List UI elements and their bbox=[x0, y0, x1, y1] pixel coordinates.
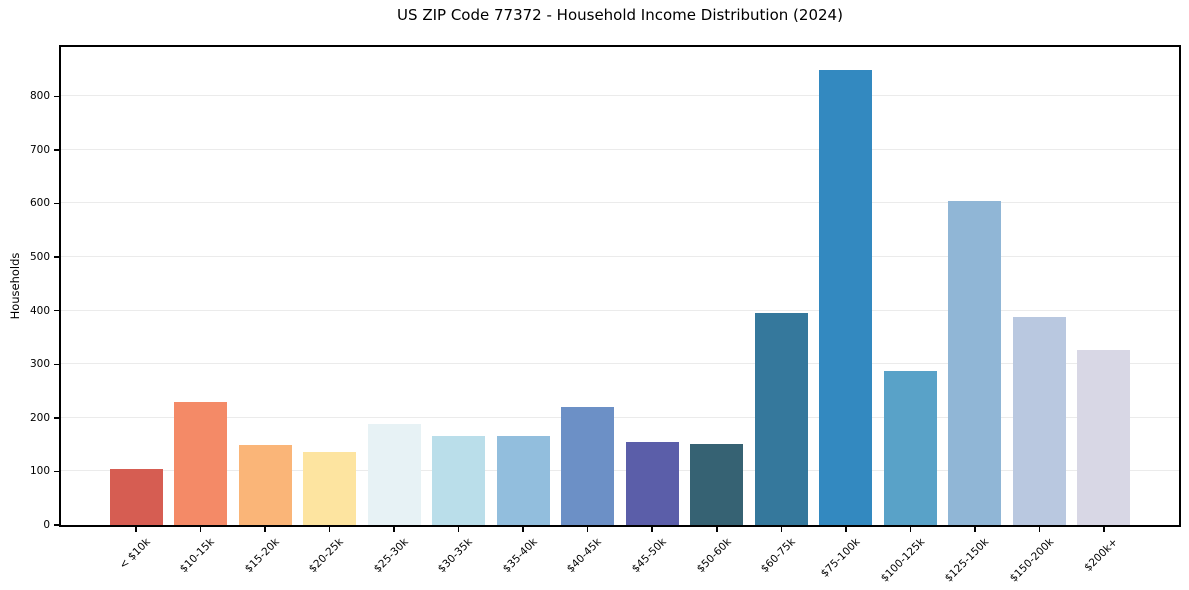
bar-$15-20k bbox=[238, 445, 292, 525]
y-tick-label: 500 bbox=[29, 251, 50, 264]
x-tick-label: $50-60k bbox=[694, 536, 734, 576]
x-tick bbox=[586, 527, 589, 532]
y-tick-label: 100 bbox=[29, 465, 50, 478]
y-tick-label: 700 bbox=[29, 143, 50, 156]
x-tick-label: $10-15k bbox=[177, 536, 218, 576]
x-tick bbox=[909, 527, 912, 532]
gridline-400 bbox=[61, 309, 1179, 311]
y-axis: 0 100 200 300 400 500 600 700 800 bbox=[0, 47, 59, 531]
x-tick bbox=[845, 527, 847, 532]
x-tick-label: $150-200k bbox=[1007, 536, 1056, 585]
x-tick-label: $40-45k bbox=[565, 536, 605, 576]
y-tick bbox=[54, 470, 59, 473]
bar-$10-15k bbox=[174, 402, 228, 525]
y-tick-label: 300 bbox=[29, 358, 50, 371]
x-tick bbox=[328, 527, 331, 532]
bar-< $10k bbox=[109, 468, 163, 525]
gridline-700 bbox=[61, 148, 1179, 150]
bar-$200k+ bbox=[1077, 349, 1131, 525]
x-tick bbox=[522, 527, 524, 532]
y-tick bbox=[54, 149, 59, 151]
y-tick bbox=[54, 202, 59, 205]
x-tick-label: < $10k bbox=[116, 536, 153, 572]
gridline-300 bbox=[61, 363, 1179, 365]
y-tick-label: 400 bbox=[29, 304, 50, 317]
plot-area bbox=[59, 45, 1181, 527]
x-tick-label: $15-20k bbox=[242, 536, 282, 576]
gridline-800 bbox=[61, 95, 1179, 97]
bar-$75-100k bbox=[819, 70, 873, 525]
y-tick bbox=[54, 363, 59, 365]
x-tick-label: $125-150k bbox=[942, 536, 992, 585]
gridline-500 bbox=[61, 256, 1179, 258]
bar-$125-150k bbox=[948, 200, 1002, 525]
x-tick bbox=[135, 527, 137, 532]
x-tick-label: $30-35k bbox=[436, 536, 476, 576]
bar-$100-125k bbox=[883, 370, 937, 525]
y-tick bbox=[54, 256, 59, 258]
y-tick-label: 0 bbox=[43, 519, 50, 531]
x-tick-label: $100-125k bbox=[878, 536, 927, 585]
x-tick-label: $45-50k bbox=[629, 536, 669, 576]
x-tick-label: $25-30k bbox=[371, 536, 411, 576]
bar-$40-45k bbox=[561, 407, 615, 525]
y-tick-label: 200 bbox=[29, 411, 50, 424]
y-tick bbox=[54, 309, 59, 312]
bar-$60-75k bbox=[754, 313, 808, 525]
x-tick bbox=[651, 527, 653, 532]
x-tick-label: $75-100k bbox=[818, 536, 863, 580]
y-tick bbox=[54, 417, 59, 419]
bar-$150-200k bbox=[1012, 316, 1066, 525]
x-tick-label: $20-25k bbox=[306, 536, 347, 576]
x-tick-label: $200k+ bbox=[1082, 536, 1121, 574]
x-tick-label: $60-75k bbox=[758, 536, 798, 576]
y-tick bbox=[54, 95, 59, 98]
y-tick-label: 600 bbox=[29, 197, 50, 210]
x-tick bbox=[457, 527, 460, 532]
x-tick bbox=[199, 527, 202, 532]
x-tick-label: $35-40k bbox=[500, 536, 540, 576]
bar-$35-40k bbox=[496, 436, 550, 525]
x-tick bbox=[716, 527, 718, 532]
bar-$30-35k bbox=[432, 435, 486, 525]
gridline-100 bbox=[61, 470, 1179, 472]
gridline-600 bbox=[61, 202, 1179, 204]
y-tick-label: 800 bbox=[29, 90, 50, 103]
x-tick bbox=[780, 527, 783, 532]
y-tick bbox=[54, 524, 59, 526]
x-tick bbox=[974, 527, 976, 532]
bar-$50-60k bbox=[690, 443, 744, 525]
x-axis: < $10k $10-15k $15-20k $20-25k $25-30k $30-35… bbox=[61, 527, 1179, 589]
chart-title: US ZIP Code 77372 - Household Income Dis… bbox=[397, 6, 843, 24]
x-tick bbox=[1103, 527, 1105, 532]
bar-$20-25k bbox=[303, 452, 357, 525]
x-tick bbox=[393, 527, 395, 532]
x-tick bbox=[1038, 527, 1041, 532]
bar-$45-50k bbox=[625, 442, 679, 525]
gridline-200 bbox=[61, 416, 1179, 418]
bar-$25-30k bbox=[367, 424, 421, 525]
x-tick bbox=[264, 527, 266, 532]
